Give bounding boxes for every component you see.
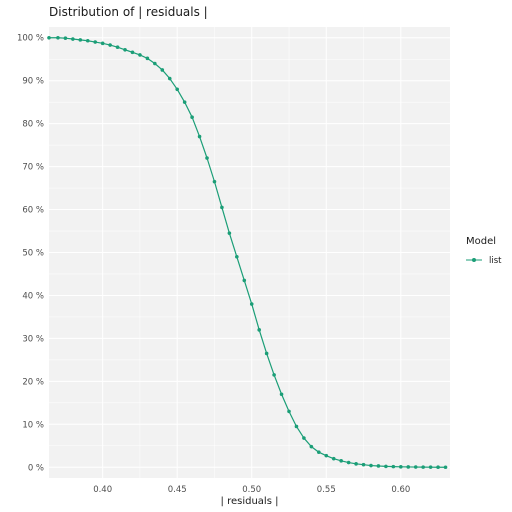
data-point	[317, 450, 321, 455]
y-tick-label: 10 %	[22, 420, 44, 430]
data-point	[249, 302, 254, 306]
data-point	[197, 134, 202, 139]
y-tick-label: 30 %	[22, 334, 44, 344]
data-point	[242, 278, 247, 283]
data-point	[436, 465, 440, 470]
data-point	[235, 254, 239, 259]
y-axis: 0 % 10 % 20 % 30 % 40 % 50 % 60 % 70 % 80 % 90 % 1…	[17, 34, 44, 474]
data-point	[220, 205, 224, 210]
data-point	[123, 47, 127, 52]
data-point	[227, 231, 232, 235]
data-point	[376, 464, 381, 468]
data-point	[115, 45, 120, 49]
x-tick-label: 0.50	[242, 485, 261, 495]
data-point	[212, 179, 217, 184]
x-axis: 0.40 0.45 0.50 0.55 0.60	[93, 485, 410, 495]
y-tick-label: 100 %	[17, 34, 44, 44]
legend: Model list	[466, 236, 502, 266]
x-tick-label: 0.55	[317, 485, 336, 495]
data-point	[279, 392, 284, 397]
data-point	[93, 40, 98, 44]
data-point	[324, 453, 329, 458]
data-point	[384, 464, 388, 469]
chart-title: Distribution of | residuals |	[49, 5, 208, 19]
grid-major	[49, 27, 450, 478]
x-axis-title: | residuals |	[221, 496, 279, 507]
data-point	[399, 465, 403, 469]
data-point	[167, 76, 172, 81]
data-point	[71, 37, 75, 41]
series-layer	[47, 35, 448, 470]
data-point	[56, 35, 60, 40]
data-point	[63, 36, 68, 40]
data-point	[369, 463, 373, 468]
data-point	[331, 456, 336, 461]
data-point	[153, 61, 157, 66]
data-point	[413, 465, 418, 469]
legend-title: Model	[466, 236, 496, 247]
data-point	[182, 100, 187, 104]
data-point	[205, 156, 209, 160]
data-point	[287, 409, 291, 414]
data-point	[175, 87, 180, 92]
data-point	[264, 351, 269, 356]
data-point	[421, 465, 425, 469]
data-point	[361, 462, 366, 467]
data-point	[108, 43, 112, 47]
y-tick-label: 60 %	[22, 206, 44, 216]
data-point	[47, 35, 51, 40]
legend-label-list: list	[489, 256, 502, 266]
y-tick-label: 0 %	[28, 463, 44, 473]
data-point	[138, 53, 142, 57]
x-tick-label: 0.40	[93, 485, 112, 495]
y-tick-label: 70 %	[22, 163, 44, 173]
legend-key-point	[472, 258, 476, 262]
data-point	[100, 41, 105, 46]
y-tick-label: 90 %	[22, 77, 44, 87]
data-point	[302, 436, 306, 440]
data-point	[354, 462, 358, 466]
data-point	[272, 373, 276, 377]
data-point	[78, 38, 83, 42]
data-point	[346, 460, 351, 465]
data-point	[257, 328, 261, 332]
data-point	[85, 38, 90, 43]
data-point	[130, 50, 135, 55]
y-tick-label: 80 %	[22, 120, 44, 130]
grid-minor	[49, 27, 450, 478]
data-point	[190, 115, 194, 119]
y-tick-label: 20 %	[22, 377, 44, 387]
data-point	[428, 465, 433, 469]
x-tick-label: 0.60	[391, 485, 410, 495]
data-point	[309, 444, 314, 449]
y-tick-label: 50 %	[22, 249, 44, 259]
x-tick-label: 0.45	[168, 485, 187, 495]
data-point	[443, 465, 448, 470]
y-tick-label: 40 %	[22, 291, 44, 301]
data-point	[391, 464, 396, 469]
data-point	[160, 68, 165, 72]
data-point	[339, 459, 343, 463]
data-point	[294, 424, 299, 429]
data-point	[406, 465, 411, 469]
data-point	[145, 56, 150, 61]
